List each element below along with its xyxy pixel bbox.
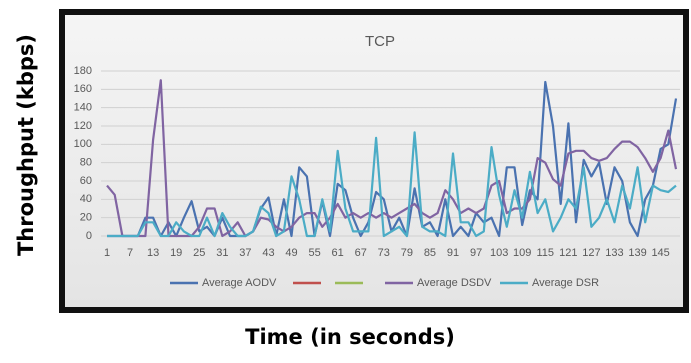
x-tick-label: 19 xyxy=(170,247,182,259)
x-tick-label: 103 xyxy=(490,247,508,259)
x-tick-label: 37 xyxy=(239,247,251,259)
x-tick-label: 127 xyxy=(582,247,600,259)
x-tick-label: 61 xyxy=(332,247,344,259)
series-line xyxy=(107,131,677,238)
legend-label: Average DSR xyxy=(532,277,599,289)
y-tick-label: 40 xyxy=(80,193,92,205)
x-tick-label: 25 xyxy=(193,247,205,259)
y-tick-label: 20 xyxy=(80,212,92,224)
x-tick-label: 55 xyxy=(308,247,320,259)
y-tick-label: 80 xyxy=(80,157,92,169)
y-tick-label: 160 xyxy=(74,83,92,95)
x-tick-label: 7 xyxy=(127,247,133,259)
legend-label: Average DSDV xyxy=(417,277,492,289)
x-tick-label: 133 xyxy=(605,247,623,259)
legend-label: Average AODV xyxy=(202,277,277,289)
x-tick-label: 67 xyxy=(355,247,367,259)
series-line xyxy=(106,79,678,238)
y-tick-label: 120 xyxy=(74,120,92,132)
x-tick-label: 73 xyxy=(378,247,390,259)
x-tick-label: 115 xyxy=(537,247,555,259)
x-tick-label: 13 xyxy=(147,247,159,259)
y-tick-label: 100 xyxy=(74,138,92,150)
y-tick-label: 0 xyxy=(86,230,92,242)
x-tick-label: 85 xyxy=(424,247,436,259)
x-tick-label: 145 xyxy=(651,247,669,259)
x-tick-label: 1 xyxy=(104,247,110,259)
x-tick-label: 109 xyxy=(513,247,531,259)
x-tick-label: 43 xyxy=(262,247,274,259)
y-tick-label: 140 xyxy=(74,102,92,114)
x-axis-label: Time (in seconds) xyxy=(245,325,455,349)
x-tick-label: 91 xyxy=(447,247,459,259)
x-tick-label: 139 xyxy=(628,247,646,259)
y-tick-label: 60 xyxy=(80,175,92,187)
chart-title: TCP xyxy=(365,33,395,50)
x-tick-label: 121 xyxy=(559,247,577,259)
x-tick-label: 79 xyxy=(401,247,413,259)
x-tick-label: 49 xyxy=(285,247,297,259)
y-tick-label: 180 xyxy=(74,65,92,77)
x-tick-label: 31 xyxy=(216,247,228,259)
x-tick-label: 97 xyxy=(470,247,482,259)
y-axis-label: Throughput (kbps) xyxy=(14,34,38,256)
